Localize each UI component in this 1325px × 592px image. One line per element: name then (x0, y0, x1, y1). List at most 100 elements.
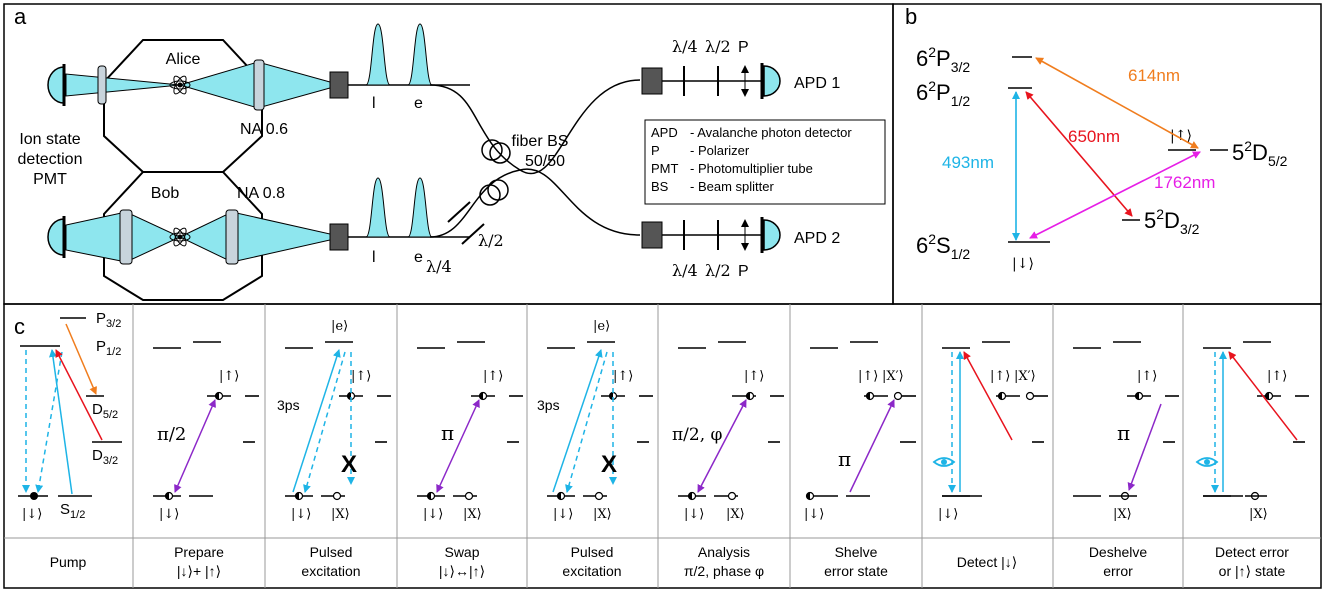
step-2-caption-sub: |↓⟩+ |↑⟩ (177, 563, 221, 579)
step-3-diagram: |e⟩ |↑⟩ |X⟩ |↓⟩ 3ps X (277, 319, 391, 522)
alice-beam-right (178, 61, 259, 109)
ket-e: |e⟩ (593, 319, 610, 334)
ket-up: |↑⟩ (219, 369, 239, 384)
three-ps: 3ps (277, 397, 300, 413)
svg-text:l: l (372, 249, 376, 266)
transition-1762nm (1029, 151, 1201, 239)
step-8-caption: Detect |↓⟩ (957, 554, 1017, 570)
svg-text:detection: detection (18, 151, 83, 168)
ket-x: |X⟩ (1113, 507, 1132, 522)
ket-xp: |X′⟩ (882, 369, 904, 384)
dot-up-fill (609, 392, 613, 400)
apd1-detector (763, 65, 781, 97)
step-7-caption: Shelve (835, 544, 878, 560)
dot-xp (893, 391, 903, 401)
eye-icon (1195, 457, 1219, 467)
step-4-caption: Swap (444, 544, 479, 560)
alice-lens-right (253, 59, 265, 111)
alice-beam-out (257, 61, 331, 109)
na-alice-label: NA 0.6 (240, 121, 288, 138)
step-7-caption-sub: error state (824, 563, 888, 579)
ket-x: |X⟩ (593, 507, 612, 522)
step-captions: Pump Prepare |↓⟩+ |↑⟩ Pulsed excitation … (50, 544, 1290, 579)
repump-arrow (963, 351, 1013, 441)
ket-down-b: |↓⟩ (1012, 256, 1034, 272)
alice-beam-left (65, 73, 181, 97)
level-p32: 62P3/2 (916, 44, 970, 75)
legend-box: APD - Avalanche photon detector P - Pola… (644, 119, 886, 205)
ket-x: |X⟩ (463, 507, 482, 522)
level-s12: 62S1/2 (916, 231, 970, 262)
cross-mark: X (601, 451, 617, 478)
dot-down-fill (295, 492, 299, 500)
alice-setup: Alice NA 0.6 (47, 39, 349, 173)
apd2-label: APD 2 (794, 230, 840, 247)
dot-xp (1025, 391, 1035, 401)
bob-label: Bob (151, 185, 180, 202)
decay-arrow (303, 351, 346, 493)
ket-x: |X⟩ (726, 507, 745, 522)
step-5-caption: Pulsed (571, 544, 614, 560)
ket-up: |↑⟩ (1267, 369, 1287, 384)
step-1-caption: Pump (50, 554, 87, 570)
step-6-caption-sub: π/2, phase φ (684, 563, 764, 579)
dot-up-fill (1135, 392, 1139, 400)
shelve-arrow (849, 399, 895, 493)
alice-label: Alice (166, 51, 201, 68)
transition-650nm (1025, 91, 1133, 217)
svg-text:- Beam splitter: - Beam splitter (690, 179, 774, 194)
step-5-diagram: |e⟩ |↑⟩ |X⟩ |↓⟩ 3ps X (537, 319, 653, 522)
excite-arrow (292, 349, 341, 493)
pi-half: π/2 (157, 424, 186, 445)
bob-lens-right (225, 209, 239, 265)
dot-up-fill (215, 392, 219, 400)
svg-text:e: e (414, 249, 423, 266)
bob-beam-left (65, 211, 127, 263)
step-9-caption-sub: error (1103, 563, 1133, 579)
dot-up-fill (746, 392, 750, 400)
cross-mark: X (341, 451, 357, 478)
step-10-diagram: |↑⟩ |X⟩ (1195, 341, 1309, 522)
dot-down-fill (557, 492, 561, 500)
apd1-label: APD 1 (794, 75, 840, 92)
svg-text:P: P (651, 143, 660, 158)
step-7-diagram: |↑⟩ |X′⟩ |↓⟩ π (804, 341, 916, 522)
dot-down-fill (688, 492, 692, 500)
photon-pulses: l e l e (348, 23, 470, 266)
step-5-caption-sub: excitation (562, 563, 621, 579)
dot-down-fill (806, 492, 810, 500)
ket-down: |↓⟩ (159, 507, 179, 522)
ket-up: |↑⟩ (483, 369, 503, 384)
svg-text:D5/2: D5/2 (92, 401, 118, 421)
step-diagrams: |↑⟩ |↓⟩ π/2 |e⟩ |↑⟩ |X⟩ |↓⟩ 3ps X |↑⟩ |X⟩ |↓⟩ π |e⟩ |↑… (153, 319, 1309, 522)
step-2-diagram: |↑⟩ |↓⟩ π/2 (153, 341, 259, 522)
ket-down: |↓⟩ (804, 507, 824, 522)
level-p12: 62P1/2 (916, 78, 970, 109)
pulse-l-top (365, 23, 391, 86)
step-8-diagram: |↑⟩ |X′⟩ |↓⟩ (932, 341, 1048, 522)
dot-x (727, 491, 737, 501)
dot-x (464, 491, 474, 501)
step-10-caption-sub: or |↑⟩ state (1219, 563, 1286, 579)
ket-e: |e⟩ (331, 319, 348, 334)
alice-pmt (47, 66, 65, 104)
step-3-caption-sub: excitation (301, 563, 360, 579)
level-d32: 52D3/2 (1144, 206, 1200, 237)
svg-text:- Polarizer: - Polarizer (690, 143, 750, 158)
svg-text:λ/4: λ/4 (426, 257, 452, 276)
na-bob-label: NA 0.8 (237, 185, 285, 202)
label-493nm: 493nm (942, 153, 994, 172)
ket-up: |↑⟩ (744, 369, 764, 384)
svg-text:PMT: PMT (33, 171, 67, 188)
level-d52: 52D5/2 (1232, 138, 1288, 169)
ket-up: |↑⟩ (858, 369, 878, 384)
svg-text:PMT: PMT (651, 161, 679, 176)
pmt-label: Ion state detection PMT (18, 131, 83, 188)
svg-text:P1/2: P1/2 (96, 338, 121, 358)
pulse-e-top (407, 23, 433, 86)
step-6-caption: Analysis (698, 544, 750, 560)
svg-text:- Avalanche photon detector: - Avalanche photon detector (690, 125, 852, 140)
decay-arrow (565, 351, 608, 493)
label-1762nm: 1762nm (1154, 173, 1215, 192)
ket-x: |X⟩ (1249, 507, 1268, 522)
